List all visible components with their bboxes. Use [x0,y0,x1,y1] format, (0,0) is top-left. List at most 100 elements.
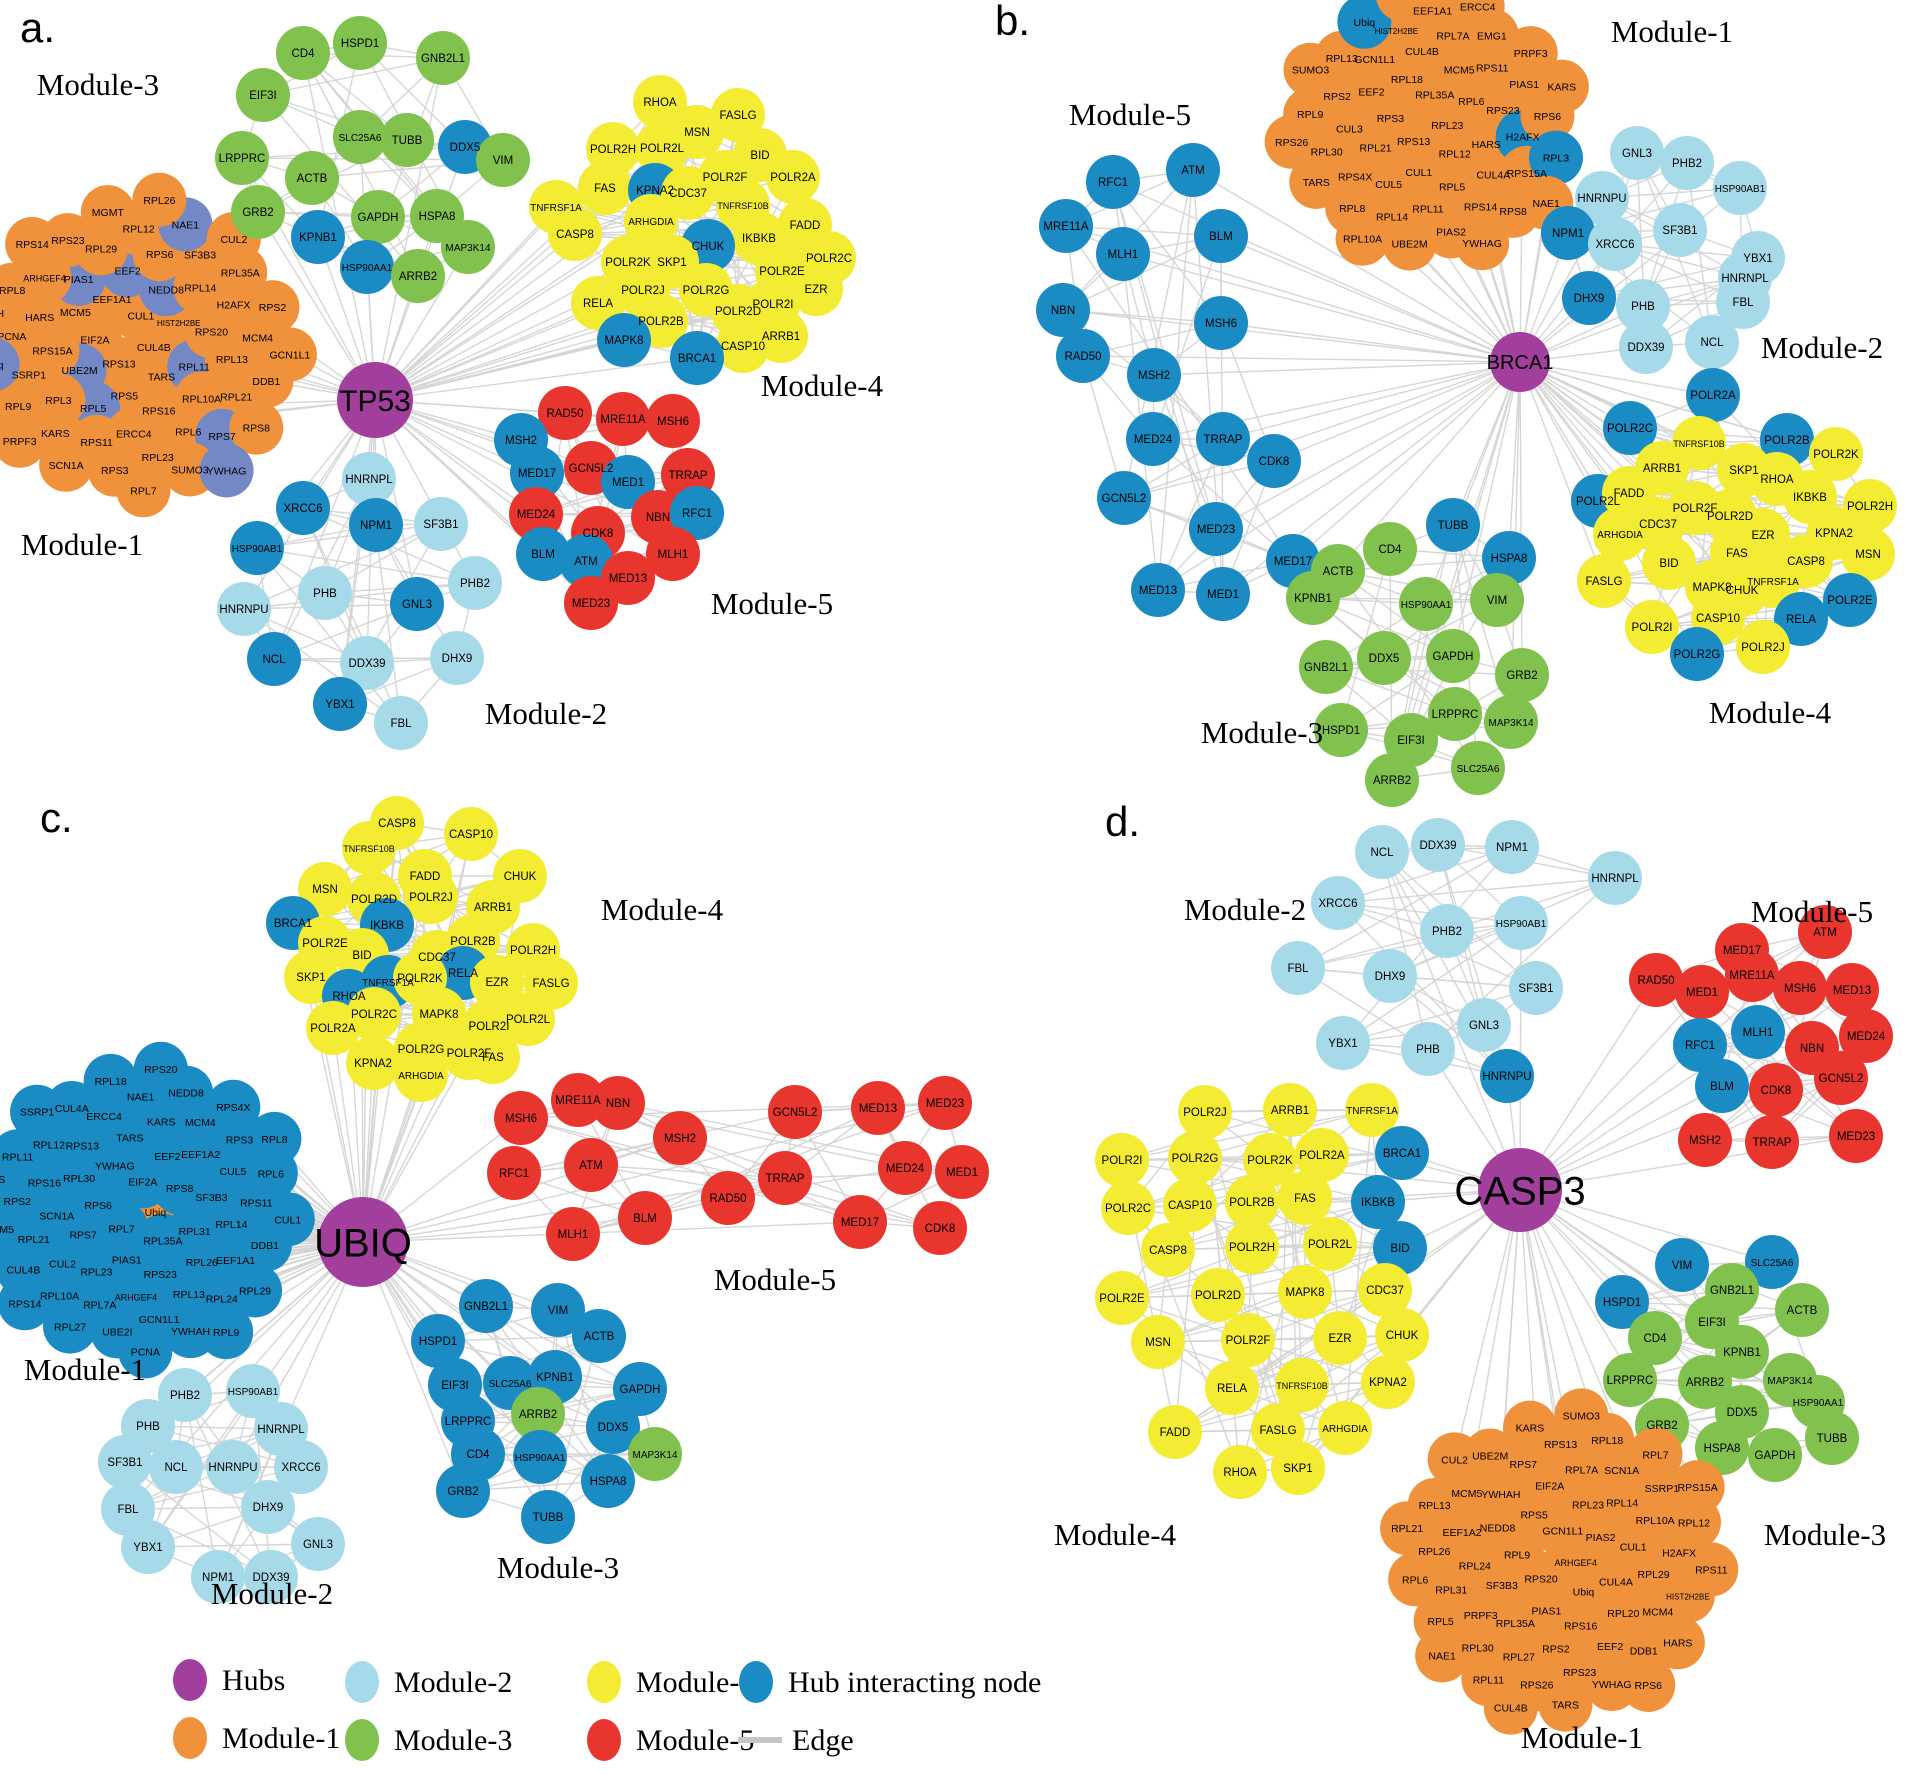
node-label: EEF2 [154,1151,180,1163]
node-label: FADD [1614,488,1645,500]
node-RAD50 [701,1171,755,1225]
module-caption-a: Module-1 [21,527,143,562]
node-ERCC4 [1450,0,1505,34]
node-label: DDX5 [1727,1407,1758,1419]
node-label: CUL4A [55,1103,89,1115]
node-label: TNFRSF10B [717,201,769,211]
node-POLR2C [1101,1181,1155,1235]
node-label: RPS6 [146,249,174,261]
node-MED17 [833,1195,887,1249]
node-MED23 [1189,502,1243,556]
node-label: UBE2M [1472,1451,1508,1463]
node-label: POLR2H [1847,501,1893,513]
node-label: SLC25A6 [1751,1258,1794,1269]
node-label: POLR2J [1183,1107,1226,1119]
node-KARS [1534,59,1589,114]
node-CASP10 [1163,1178,1217,1232]
node-label: RPL27 [54,1322,86,1334]
node-label: RPS20 [1524,1574,1557,1586]
node-label: HNRNPU [1577,193,1626,205]
node-label: NAE1 [172,219,200,231]
node-label: SF3B1 [1518,983,1553,995]
node-IKBKB [1351,1175,1405,1229]
module-caption-a: Module-4 [761,368,884,403]
node-label: RPS2 [1323,91,1351,103]
node-label: CUL1 [274,1214,301,1226]
node-label: POLR2G [683,285,730,297]
node-VIM [531,1283,585,1337]
node-label: ERCC4 [86,1111,122,1123]
node-label: MED17 [1723,945,1761,957]
node-label: SCN1A [39,1210,74,1222]
node-CDC37 [1358,1263,1412,1317]
node-label: IKBKB [1361,1197,1395,1209]
node-GNL3 [1610,126,1664,180]
node-label: MLH1 [558,1229,589,1241]
node-label: RPS13 [102,359,135,371]
node-label: PRPF3 [1514,48,1548,60]
node-RFC1 [1086,155,1140,209]
node-HNRNPL [342,452,396,506]
hub-UBIQ [318,1197,408,1287]
node-label: ARRB1 [1271,1105,1309,1117]
node-label: Ubiq [1573,1586,1595,1598]
node-RPS4X [206,1079,261,1134]
node-EIF3I [236,68,290,122]
node-label: MRE11A [600,414,645,426]
node-label: YWHAG [207,465,247,477]
node-HSPD1 [1314,703,1368,757]
node-label: RPL6 [258,1168,284,1180]
node-label: HSPD1 [419,1336,457,1348]
node-label: DHX9 [253,1502,284,1514]
node-label: GAPDH [1433,651,1474,663]
node-label: PIAS2 [1586,1532,1616,1544]
node-label: MSN [684,127,710,139]
node-label: RPS4X [1338,171,1372,183]
module-caption-d: Module-2 [1184,892,1306,927]
node-PHB2 [1420,904,1474,958]
node-PHB2 [1660,136,1714,190]
node-POLR2G [1670,627,1724,681]
node-KPNB1 [291,210,345,264]
node-label: HSP90AA1 [1793,1398,1844,1409]
node-ATM [564,1138,618,1192]
node-RFC1 [487,1146,541,1200]
node-label: POLR2I [1632,622,1673,634]
node-TUBB [521,1490,575,1544]
node-GNL3 [1457,998,1511,1052]
node-label: DDX39 [1419,840,1456,852]
node-label: RPL3 [1543,153,1569,165]
node-MAP3K14 [441,220,495,274]
node-label: MED13 [859,1103,897,1115]
node-label: YWHAH [0,308,4,320]
node-GCN1L1 [262,327,317,382]
node-label: HSP90AA1 [1401,600,1452,611]
node-label: BID [1659,558,1678,570]
node-HSP90AB1 [1494,896,1548,950]
node-label: RPL7A [83,1299,116,1311]
node-label: MGMT [92,207,125,219]
node-label: RPS23 [144,1269,177,1281]
node-label: PIAS2 [1436,226,1466,238]
hub-label-TP53: TP53 [339,385,411,418]
node-label: SKP1 [657,257,686,269]
node-label: ATM [1181,165,1204,177]
node-label: RPS26 [1520,1679,1553,1691]
node-BLM [618,1191,672,1245]
node-label: CD4 [466,1449,490,1461]
node-label: VIM [1487,595,1507,607]
node-label: FASLG [532,978,569,990]
node-label: RPS6 [1534,111,1562,123]
node-NPM1 [1485,820,1539,874]
node-GRB2 [1495,648,1549,702]
node-HSPA8 [1482,531,1536,585]
node-label: DHX9 [1375,971,1406,983]
node-label: NBN [646,512,670,524]
node-label: POLR2D [715,306,761,318]
node-label: DDX5 [450,142,481,154]
node-label: SKP1 [1729,465,1758,477]
module-caption-b: Module-3 [1201,715,1323,750]
node-label: TRRAP [766,1173,805,1185]
node-label: TRRAP [1204,434,1243,446]
node-label: ARHGDIA [628,217,674,228]
